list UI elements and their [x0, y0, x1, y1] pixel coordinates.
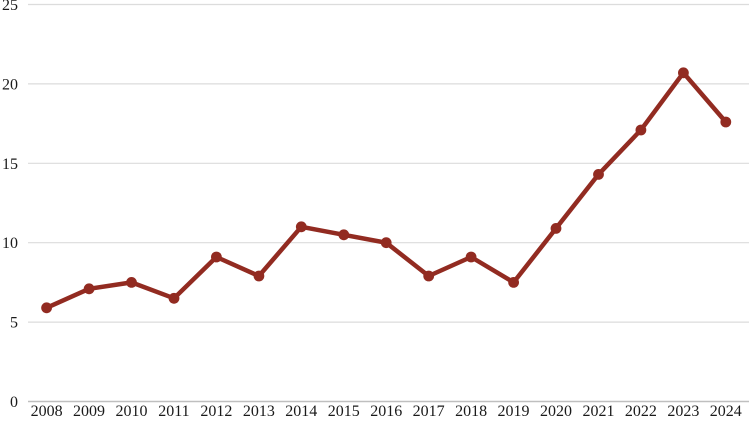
x-axis-tick-label: 2009	[73, 403, 105, 420]
y-axis-tick-label: 20	[2, 76, 18, 93]
data-point-marker	[465, 251, 477, 263]
x-axis-tick-label: 2016	[370, 403, 402, 420]
x-axis-tick-label: 2018	[455, 403, 487, 420]
data-point-marker	[126, 277, 137, 288]
x-axis-tick-label: 2015	[328, 403, 360, 420]
x-axis-tick-label: 2014	[285, 403, 317, 420]
data-point-marker	[253, 270, 265, 282]
data-point-marker	[550, 223, 562, 234]
x-axis-tick-label: 2012	[200, 403, 232, 420]
y-axis-tick-label: 5	[10, 315, 18, 332]
data-point-marker	[338, 229, 350, 241]
data-point-marker	[678, 67, 689, 79]
data-point-marker	[295, 221, 307, 233]
x-axis-tick-label: 2024	[710, 403, 742, 420]
data-point-marker	[593, 169, 604, 180]
data-point-marker	[83, 283, 95, 295]
data-point-marker	[508, 277, 519, 288]
x-axis-tick-label: 2023	[667, 403, 699, 420]
data-point-marker	[211, 251, 222, 263]
data-point-marker	[423, 270, 435, 282]
y-axis-tick-label: 15	[2, 156, 18, 173]
y-axis-tick-label: 25	[2, 0, 18, 14]
data-point-marker	[168, 292, 180, 304]
y-axis-tick-label: 10	[2, 235, 18, 252]
data-point-marker	[41, 302, 52, 314]
x-axis-tick-label: 2021	[582, 403, 614, 420]
x-axis-tick-label: 2017	[413, 403, 445, 420]
x-axis-tick-label: 2013	[243, 403, 275, 420]
y-axis-tick-label: 0	[10, 394, 18, 411]
x-axis-tick-label: 2008	[31, 403, 63, 420]
x-axis-tick-label: 2022	[625, 403, 657, 420]
data-point-marker	[720, 116, 732, 128]
x-axis-tick-label: 2010	[116, 403, 148, 420]
data-point-marker	[635, 124, 647, 136]
x-axis-tick-label: 2020	[540, 403, 572, 420]
x-axis-tick-label: 2011	[158, 403, 189, 420]
data-point-marker	[380, 237, 392, 249]
x-axis-tick-label: 2019	[498, 403, 530, 420]
